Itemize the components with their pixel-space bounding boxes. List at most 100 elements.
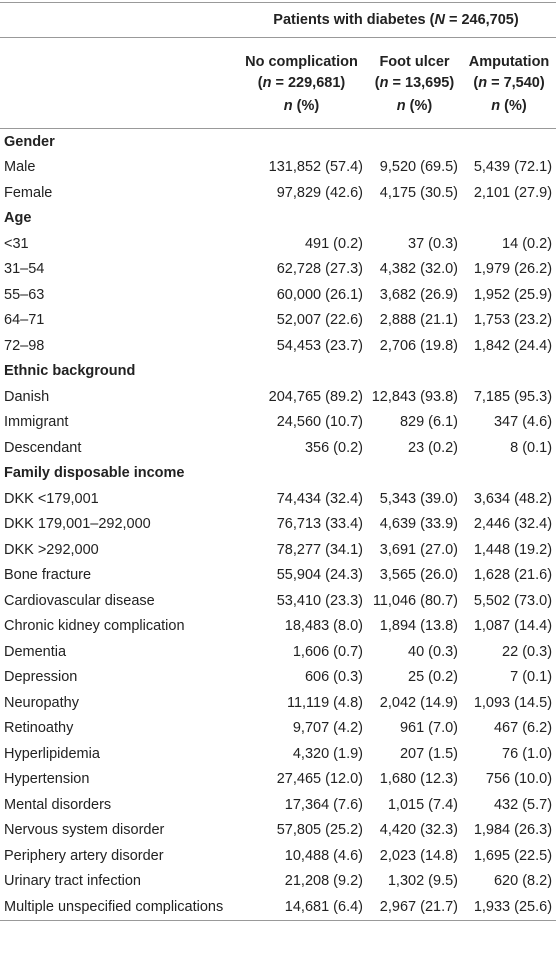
value-cell: 4,420 (32.3) xyxy=(379,822,458,839)
header-cell xyxy=(0,38,236,71)
column-name: Foot ulcer xyxy=(379,54,450,70)
value-cell: 7,185 (95.3) xyxy=(473,388,553,405)
value-cell: 11,046 (80.7) xyxy=(372,592,458,609)
row-label: Immigrant xyxy=(4,414,69,431)
text-segment: (%) xyxy=(405,98,433,114)
row-label: Retinoathy xyxy=(4,720,74,737)
data-row: 55–63 60,000 (26.1) 3,682 (26.9) 1,952 (25.… xyxy=(0,282,556,308)
value-cell: 1,695 (22.5) xyxy=(473,847,553,864)
table-header: Patients with diabetes (N = 246,705) No c… xyxy=(0,2,556,129)
section-row: Ethnic background xyxy=(0,359,556,385)
value-cell: 21,208 (9.2) xyxy=(284,873,363,890)
text-segment: n xyxy=(379,75,389,91)
data-table: Patients with diabetes (N = 246,705) No c… xyxy=(0,2,556,921)
row-label: Multiple unspecified complications xyxy=(0,894,236,921)
text-segment: n xyxy=(262,75,272,91)
row-label: Chronic kidney complication xyxy=(4,618,185,635)
row-label: DKK 179,001–292,000 xyxy=(4,516,151,533)
value-cell: 2,888 (21.1) xyxy=(379,312,458,329)
value-cell: 40 (0.3) xyxy=(408,643,458,660)
column-header: Foot ulcer xyxy=(367,38,462,70)
row-label: DKK >292,000 xyxy=(4,541,99,558)
data-row: Nervous system disorder 57,805 (25.2) 4,42… xyxy=(0,818,556,844)
value-cell: 347 (4.6) xyxy=(493,414,553,431)
value-cell: 62,728 (27.3) xyxy=(276,261,363,278)
value-cell: 756 (10.0) xyxy=(485,771,553,788)
header-row: n (%) n (%) n (%) xyxy=(0,96,556,129)
value-cell: 53,410 (23.3) xyxy=(276,592,363,609)
column-header: (n = 13,695) xyxy=(367,70,462,96)
header-cell xyxy=(0,96,236,129)
value-cell: 2,967 (21.7) xyxy=(367,894,462,921)
empty-cell xyxy=(462,359,556,385)
row-label: 72–98 xyxy=(4,337,45,354)
column-name: No complication xyxy=(245,54,358,70)
data-row: 64–71 52,007 (22.6) 2,888 (21.1) 1,753 (23.… xyxy=(0,308,556,334)
value-cell: 1,015 (7.4) xyxy=(387,796,458,813)
value-cell: 24,560 (10.7) xyxy=(276,414,363,431)
value-cell: 8 (0.1) xyxy=(510,439,553,456)
value-cell: 467 (6.2) xyxy=(493,720,553,737)
empty-cell xyxy=(236,461,367,487)
value-cell: 1,680 (12.3) xyxy=(379,771,458,788)
data-row: DKK <179,001 74,434 (32.4) 5,343 (39.0) 3,6… xyxy=(0,486,556,512)
header-row: Patients with diabetes (N = 246,705) xyxy=(0,2,556,38)
empty-cell xyxy=(367,461,462,487)
data-row: DKK 179,001–292,000 76,713 (33.4) 4,639 (3… xyxy=(0,512,556,538)
text-segment: N xyxy=(434,12,445,28)
section-label: Family disposable income xyxy=(4,465,185,482)
text-segment: (%) xyxy=(500,98,527,114)
text-segment: (%) xyxy=(292,98,320,114)
data-row: 31–54 62,728 (27.3) 4,382 (32.0) 1,979 (26.… xyxy=(0,257,556,283)
value-cell: 57,805 (25.2) xyxy=(276,822,363,839)
data-row: Descendant 356 (0.2) 23 (0.2) 8 (0.1) xyxy=(0,435,556,461)
value-cell: 1,087 (14.4) xyxy=(473,618,553,635)
empty-cell xyxy=(462,206,556,232)
row-label: Descendant xyxy=(4,439,82,456)
value-cell: 9,520 (69.5) xyxy=(379,159,458,176)
value-cell: 4,320 (1.9) xyxy=(292,745,363,762)
value-cell: 1,302 (9.5) xyxy=(387,873,458,890)
value-cell: 131,852 (57.4) xyxy=(268,159,363,176)
value-cell: 5,343 (39.0) xyxy=(379,490,458,507)
value-cell: 2,023 (14.8) xyxy=(379,847,458,864)
row-label: Mental disorders xyxy=(4,796,112,813)
value-cell: 17,364 (7.6) xyxy=(284,796,363,813)
text-segment: ( xyxy=(374,75,380,91)
value-cell: 5,439 (72.1) xyxy=(473,159,553,176)
column-header: Amputation xyxy=(462,38,556,70)
value-cell: 829 (6.1) xyxy=(399,414,458,431)
text-segment: = 13,695) xyxy=(388,75,455,91)
value-cell: 2,706 (19.8) xyxy=(379,337,458,354)
header-cell xyxy=(0,2,236,38)
value-cell: 37 (0.3) xyxy=(408,235,458,252)
value-cell: 356 (0.2) xyxy=(304,439,363,456)
text-segment: ( xyxy=(473,75,479,91)
value-cell: 1,984 (26.3) xyxy=(473,822,553,839)
row-label: Male xyxy=(4,159,36,176)
data-row: DKK >292,000 78,277 (34.1) 3,691 (27.0) 1,4… xyxy=(0,537,556,563)
value-cell: 54,453 (23.7) xyxy=(276,337,363,354)
value-cell: 4,639 (33.9) xyxy=(379,516,458,533)
value-cell: 76,713 (33.4) xyxy=(276,516,363,533)
section-label: Age xyxy=(4,210,32,227)
value-cell: 2,446 (32.4) xyxy=(473,516,553,533)
value-cell: 11,119 (4.8) xyxy=(286,694,363,711)
data-row: Mental disorders 17,364 (7.6) 1,015 (7.4) 4… xyxy=(0,792,556,818)
section-row: Age xyxy=(0,206,556,232)
value-cell: 27,465 (12.0) xyxy=(276,771,363,788)
value-cell: 1,753 (23.2) xyxy=(473,312,553,329)
row-label: 55–63 xyxy=(4,286,45,303)
column-name: Amputation xyxy=(468,54,550,70)
value-cell: 432 (5.7) xyxy=(493,796,553,813)
value-cell: 207 (1.5) xyxy=(399,745,458,762)
value-cell: 620 (8.2) xyxy=(493,873,553,890)
data-row: Neuropathy 11,119 (4.8) 2,042 (14.9) 1,093 … xyxy=(0,690,556,716)
value-cell: 60,000 (26.1) xyxy=(276,286,363,303)
value-cell: 4,175 (30.5) xyxy=(379,184,458,201)
header-cell xyxy=(0,70,236,96)
data-row: Cardiovascular disease 53,410 (23.3) 11,04… xyxy=(0,588,556,614)
empty-cell xyxy=(367,129,462,155)
data-row: Hyperlipidemia 4,320 (1.9) 207 (1.5) 76 (1.… xyxy=(0,741,556,767)
